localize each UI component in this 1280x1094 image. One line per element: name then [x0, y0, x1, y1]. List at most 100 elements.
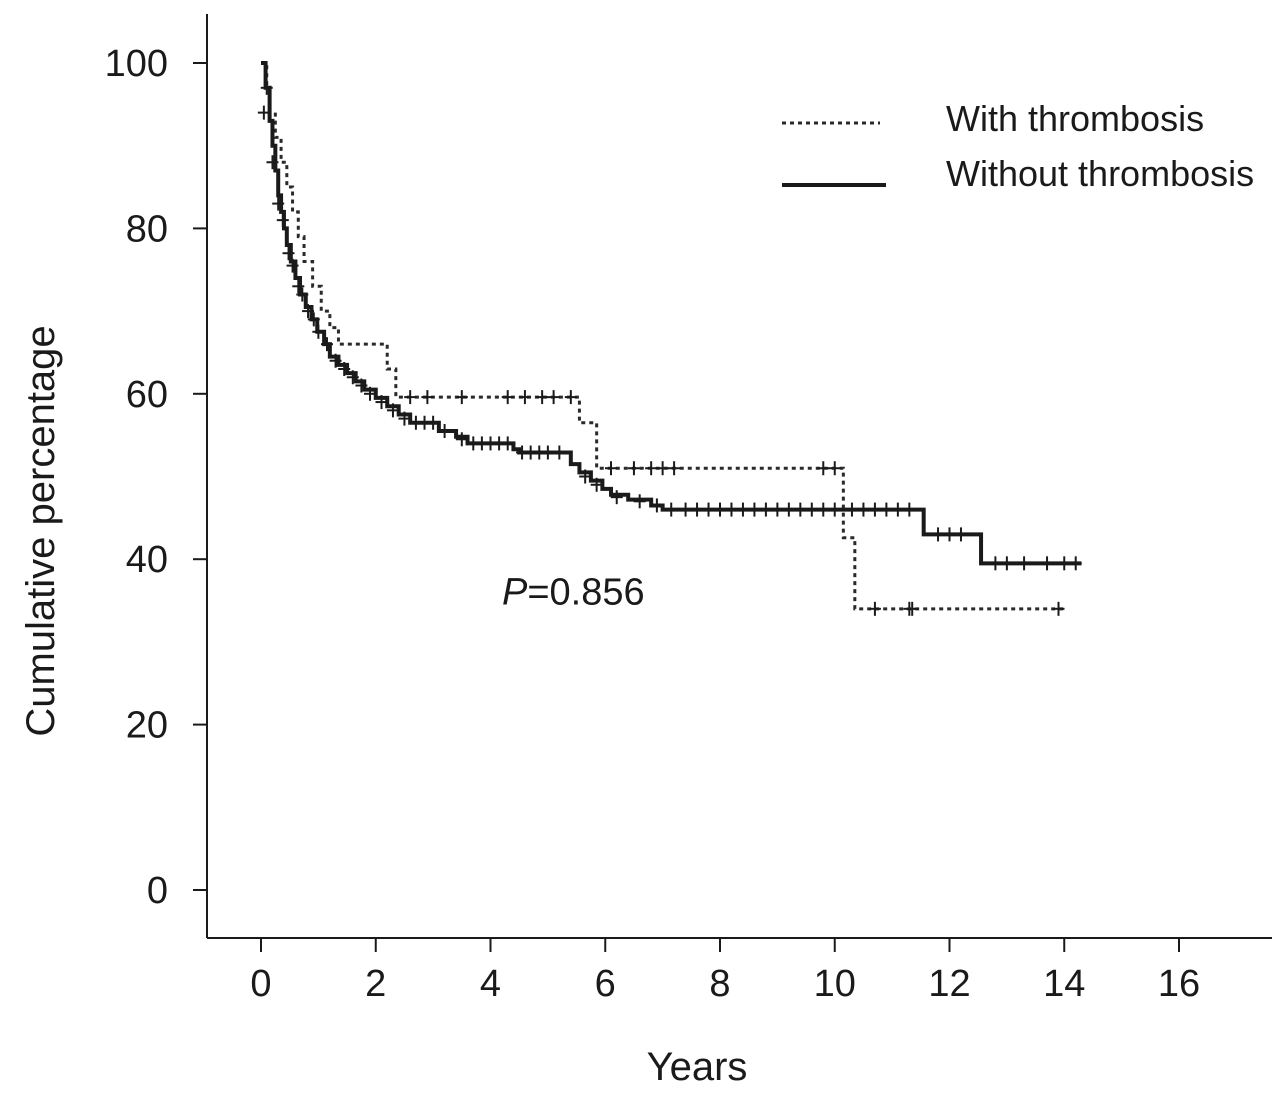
censor-mark-with-thrombosis-3 [501, 390, 514, 405]
censor-mark-without-thrombosis-40 [650, 498, 663, 513]
censor-mark-with-thrombosis-12 [668, 461, 681, 476]
censor-mark-without-thrombosis-68 [1041, 556, 1054, 571]
censor-mark-without-thrombosis-38 [610, 490, 623, 505]
censor-mark-without-thrombosis-47 [736, 502, 749, 517]
censor-mark-without-thrombosis-34 [541, 445, 554, 460]
censor-mark-without-thrombosis-25 [455, 432, 468, 447]
censor-mark-with-thrombosis-18 [1052, 601, 1065, 616]
censor-mark-without-thrombosis-66 [1000, 556, 1013, 571]
p-value-number: =0.856 [527, 572, 644, 614]
x-ticks: 0 2 4 6 8 10 12 14 16 [250, 938, 1200, 1005]
censor-marks [257, 80, 1082, 616]
censor-mark-without-thrombosis-45 [714, 502, 726, 517]
censor-mark-without-thrombosis-24 [438, 424, 451, 439]
censor-mark-without-thrombosis-12 [320, 337, 333, 352]
censor-mark-with-thrombosis-8 [604, 461, 617, 476]
x-tick-label-6: 6 [595, 963, 616, 1005]
censor-mark-without-thrombosis-9 [302, 304, 315, 319]
series-line-with-thrombosis [261, 61, 1065, 611]
censor-mark-without-thrombosis-55 [828, 502, 841, 517]
censor-mark-without-thrombosis-51 [782, 502, 795, 517]
censor-mark-without-thrombosis-53 [805, 502, 818, 517]
p-value-letter: P [502, 572, 528, 614]
censor-mark-without-thrombosis-14 [338, 361, 351, 376]
censor-mark-with-thrombosis-0 [404, 390, 417, 405]
censor-mark-without-thrombosis-58 [868, 502, 881, 517]
censor-mark-without-thrombosis-62 [932, 527, 945, 542]
x-axis-title: Years [647, 1045, 748, 1089]
censor-mark-without-thrombosis-20 [398, 411, 411, 426]
censor-mark-without-thrombosis-36 [579, 469, 592, 484]
censor-mark-without-thrombosis-59 [880, 502, 893, 517]
censor-mark-with-thrombosis-2 [455, 390, 468, 405]
censor-mark-without-thrombosis-0 [257, 105, 270, 120]
censor-mark-without-thrombosis-23 [427, 415, 440, 430]
x-tick-label-16: 16 [1158, 963, 1200, 1005]
censor-mark-without-thrombosis-35 [553, 445, 566, 460]
y-ticks: 0 20 40 60 80 100 [105, 43, 207, 912]
y-tick-label-0: 0 [147, 870, 168, 912]
censor-mark-with-thrombosis-1 [421, 390, 434, 405]
censor-mark-without-thrombosis-48 [748, 502, 761, 517]
censor-mark-without-thrombosis-44 [702, 502, 715, 517]
censor-mark-with-thrombosis-7 [564, 390, 577, 405]
x-tick-label-2: 2 [365, 963, 386, 1005]
censor-mark-without-thrombosis-63 [943, 527, 956, 542]
censor-mark-without-thrombosis-13 [329, 353, 342, 368]
censor-mark-without-thrombosis-11 [312, 324, 325, 339]
censor-mark-without-thrombosis-54 [817, 502, 830, 517]
censor-mark-with-thrombosis-10 [645, 461, 658, 476]
censor-mark-with-thrombosis-9 [627, 461, 640, 476]
censor-mark-with-thrombosis-6 [547, 390, 560, 405]
censor-mark-without-thrombosis-8 [296, 287, 309, 302]
censor-mark-with-thrombosis-4 [518, 390, 531, 405]
censor-mark-without-thrombosis-3 [272, 196, 285, 211]
censor-mark-without-thrombosis-2 [266, 155, 279, 170]
censor-mark-without-thrombosis-18 [375, 395, 388, 410]
p-value-annotation: P=0.856 [502, 572, 645, 614]
y-tick-label-80: 80 [126, 208, 168, 250]
censor-mark-without-thrombosis-61 [903, 502, 916, 517]
censor-mark-without-thrombosis-6 [286, 258, 299, 273]
x-tick-label-0: 0 [250, 963, 271, 1005]
censor-mark-without-thrombosis-57 [857, 502, 870, 517]
censor-mark-without-thrombosis-17 [364, 386, 377, 401]
censor-mark-without-thrombosis-10 [307, 312, 320, 327]
censor-mark-without-thrombosis-65 [989, 556, 1002, 571]
y-tick-label-100: 100 [105, 43, 168, 85]
censor-mark-without-thrombosis-4 [276, 213, 289, 228]
censor-mark-without-thrombosis-64 [954, 527, 967, 542]
legend-label-without-thrombosis: Without thrombosis [946, 153, 1254, 194]
censor-mark-with-thrombosis-14 [828, 461, 841, 476]
x-tick-label-10: 10 [814, 963, 856, 1005]
censor-mark-without-thrombosis-50 [771, 502, 784, 517]
x-tick-label-14: 14 [1043, 963, 1085, 1005]
censor-mark-without-thrombosis-49 [759, 502, 772, 517]
censor-mark-without-thrombosis-41 [665, 502, 678, 517]
censor-mark-without-thrombosis-5 [282, 246, 295, 261]
censor-mark-without-thrombosis-70 [1069, 556, 1082, 571]
censor-mark-without-thrombosis-60 [891, 502, 904, 517]
censor-mark-without-thrombosis-69 [1058, 556, 1071, 571]
y-tick-label-20: 20 [126, 705, 168, 747]
y-tick-label-60: 60 [126, 374, 168, 416]
censor-mark-without-thrombosis-37 [590, 477, 603, 492]
censor-mark-without-thrombosis-30 [501, 436, 514, 451]
censor-mark-without-thrombosis-42 [679, 502, 692, 517]
censor-mark-without-thrombosis-46 [725, 502, 738, 517]
x-tick-label-4: 4 [480, 963, 501, 1005]
censor-mark-with-thrombosis-15 [868, 601, 881, 616]
legend: With thrombosis Without thrombosis [782, 98, 1254, 194]
censor-mark-without-thrombosis-56 [845, 502, 858, 517]
censor-mark-without-thrombosis-1 [260, 80, 273, 95]
curves [261, 61, 1082, 611]
x-tick-label-8: 8 [709, 963, 730, 1005]
censor-mark-with-thrombosis-17 [906, 601, 919, 616]
censor-mark-without-thrombosis-39 [633, 494, 646, 509]
censor-mark-without-thrombosis-52 [794, 502, 807, 517]
censor-mark-without-thrombosis-7 [292, 279, 305, 294]
x-tick-label-12: 12 [928, 963, 970, 1005]
censor-mark-without-thrombosis-43 [691, 502, 704, 517]
legend-label-with-thrombosis: With thrombosis [946, 98, 1204, 139]
